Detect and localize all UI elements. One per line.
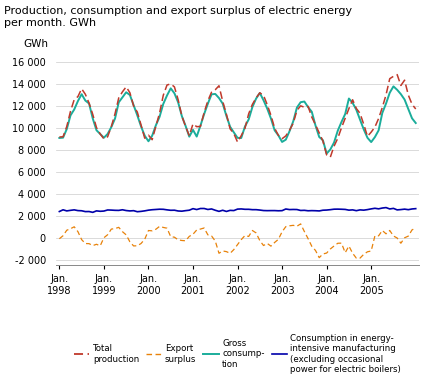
Text: per month. GWh: per month. GWh [4, 18, 96, 28]
Legend: Total
production, Export
surplus, Gross
consump-
tion, Consumption in energy-
in: Total production, Export surplus, Gross … [74, 334, 401, 374]
Text: Production, consumption and export surplus of electric energy: Production, consumption and export surpl… [4, 6, 352, 16]
Text: GWh: GWh [23, 39, 48, 48]
